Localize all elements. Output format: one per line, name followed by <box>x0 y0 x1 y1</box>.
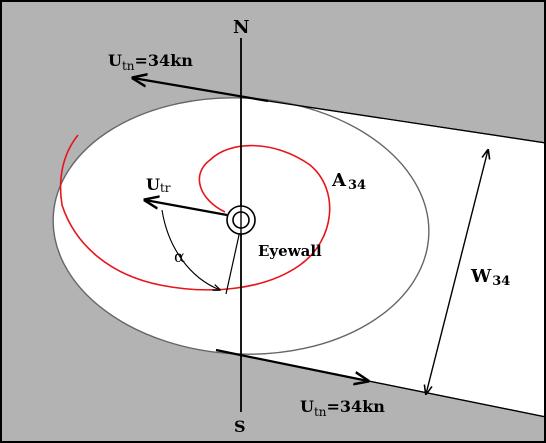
utn-top-main: U <box>108 51 122 70</box>
alpha-angle-arc <box>161 209 220 290</box>
area-label: A 34 <box>331 170 366 193</box>
width-label: W34 <box>470 266 510 289</box>
utn-bottom-label: Utn=34kn <box>300 397 385 419</box>
utn-top-value: =34kn <box>135 51 194 70</box>
utn-top-arrow <box>133 78 269 103</box>
w34-width-arrow <box>426 150 488 394</box>
width-main: W <box>470 266 492 287</box>
area-sub: 34 <box>348 178 366 193</box>
area-main: A <box>331 170 347 191</box>
radius-line <box>225 225 242 295</box>
utn-bottom-arrow <box>215 348 368 381</box>
utn-top-sub: tn <box>122 59 135 73</box>
eyewall-label: Eyewall <box>258 242 322 260</box>
width-sub: 34 <box>492 274 510 289</box>
utr-main: U <box>146 175 160 194</box>
utr-sub: tr <box>160 181 171 195</box>
utr-label: Utr <box>146 175 171 195</box>
swath-top-edge <box>267 100 546 144</box>
utr-arrow <box>145 200 228 217</box>
utn-bottom-sub: tn <box>314 405 327 419</box>
utn-bottom-main: U <box>300 397 314 416</box>
north-label: N <box>233 17 249 38</box>
alpha-label: α <box>174 247 185 266</box>
spiral-rainband-inner <box>59 134 331 291</box>
south-label: S <box>234 417 246 436</box>
utn-top-label: Utn=34kn <box>108 51 193 73</box>
utn-bottom-value: =34kn <box>327 397 386 416</box>
